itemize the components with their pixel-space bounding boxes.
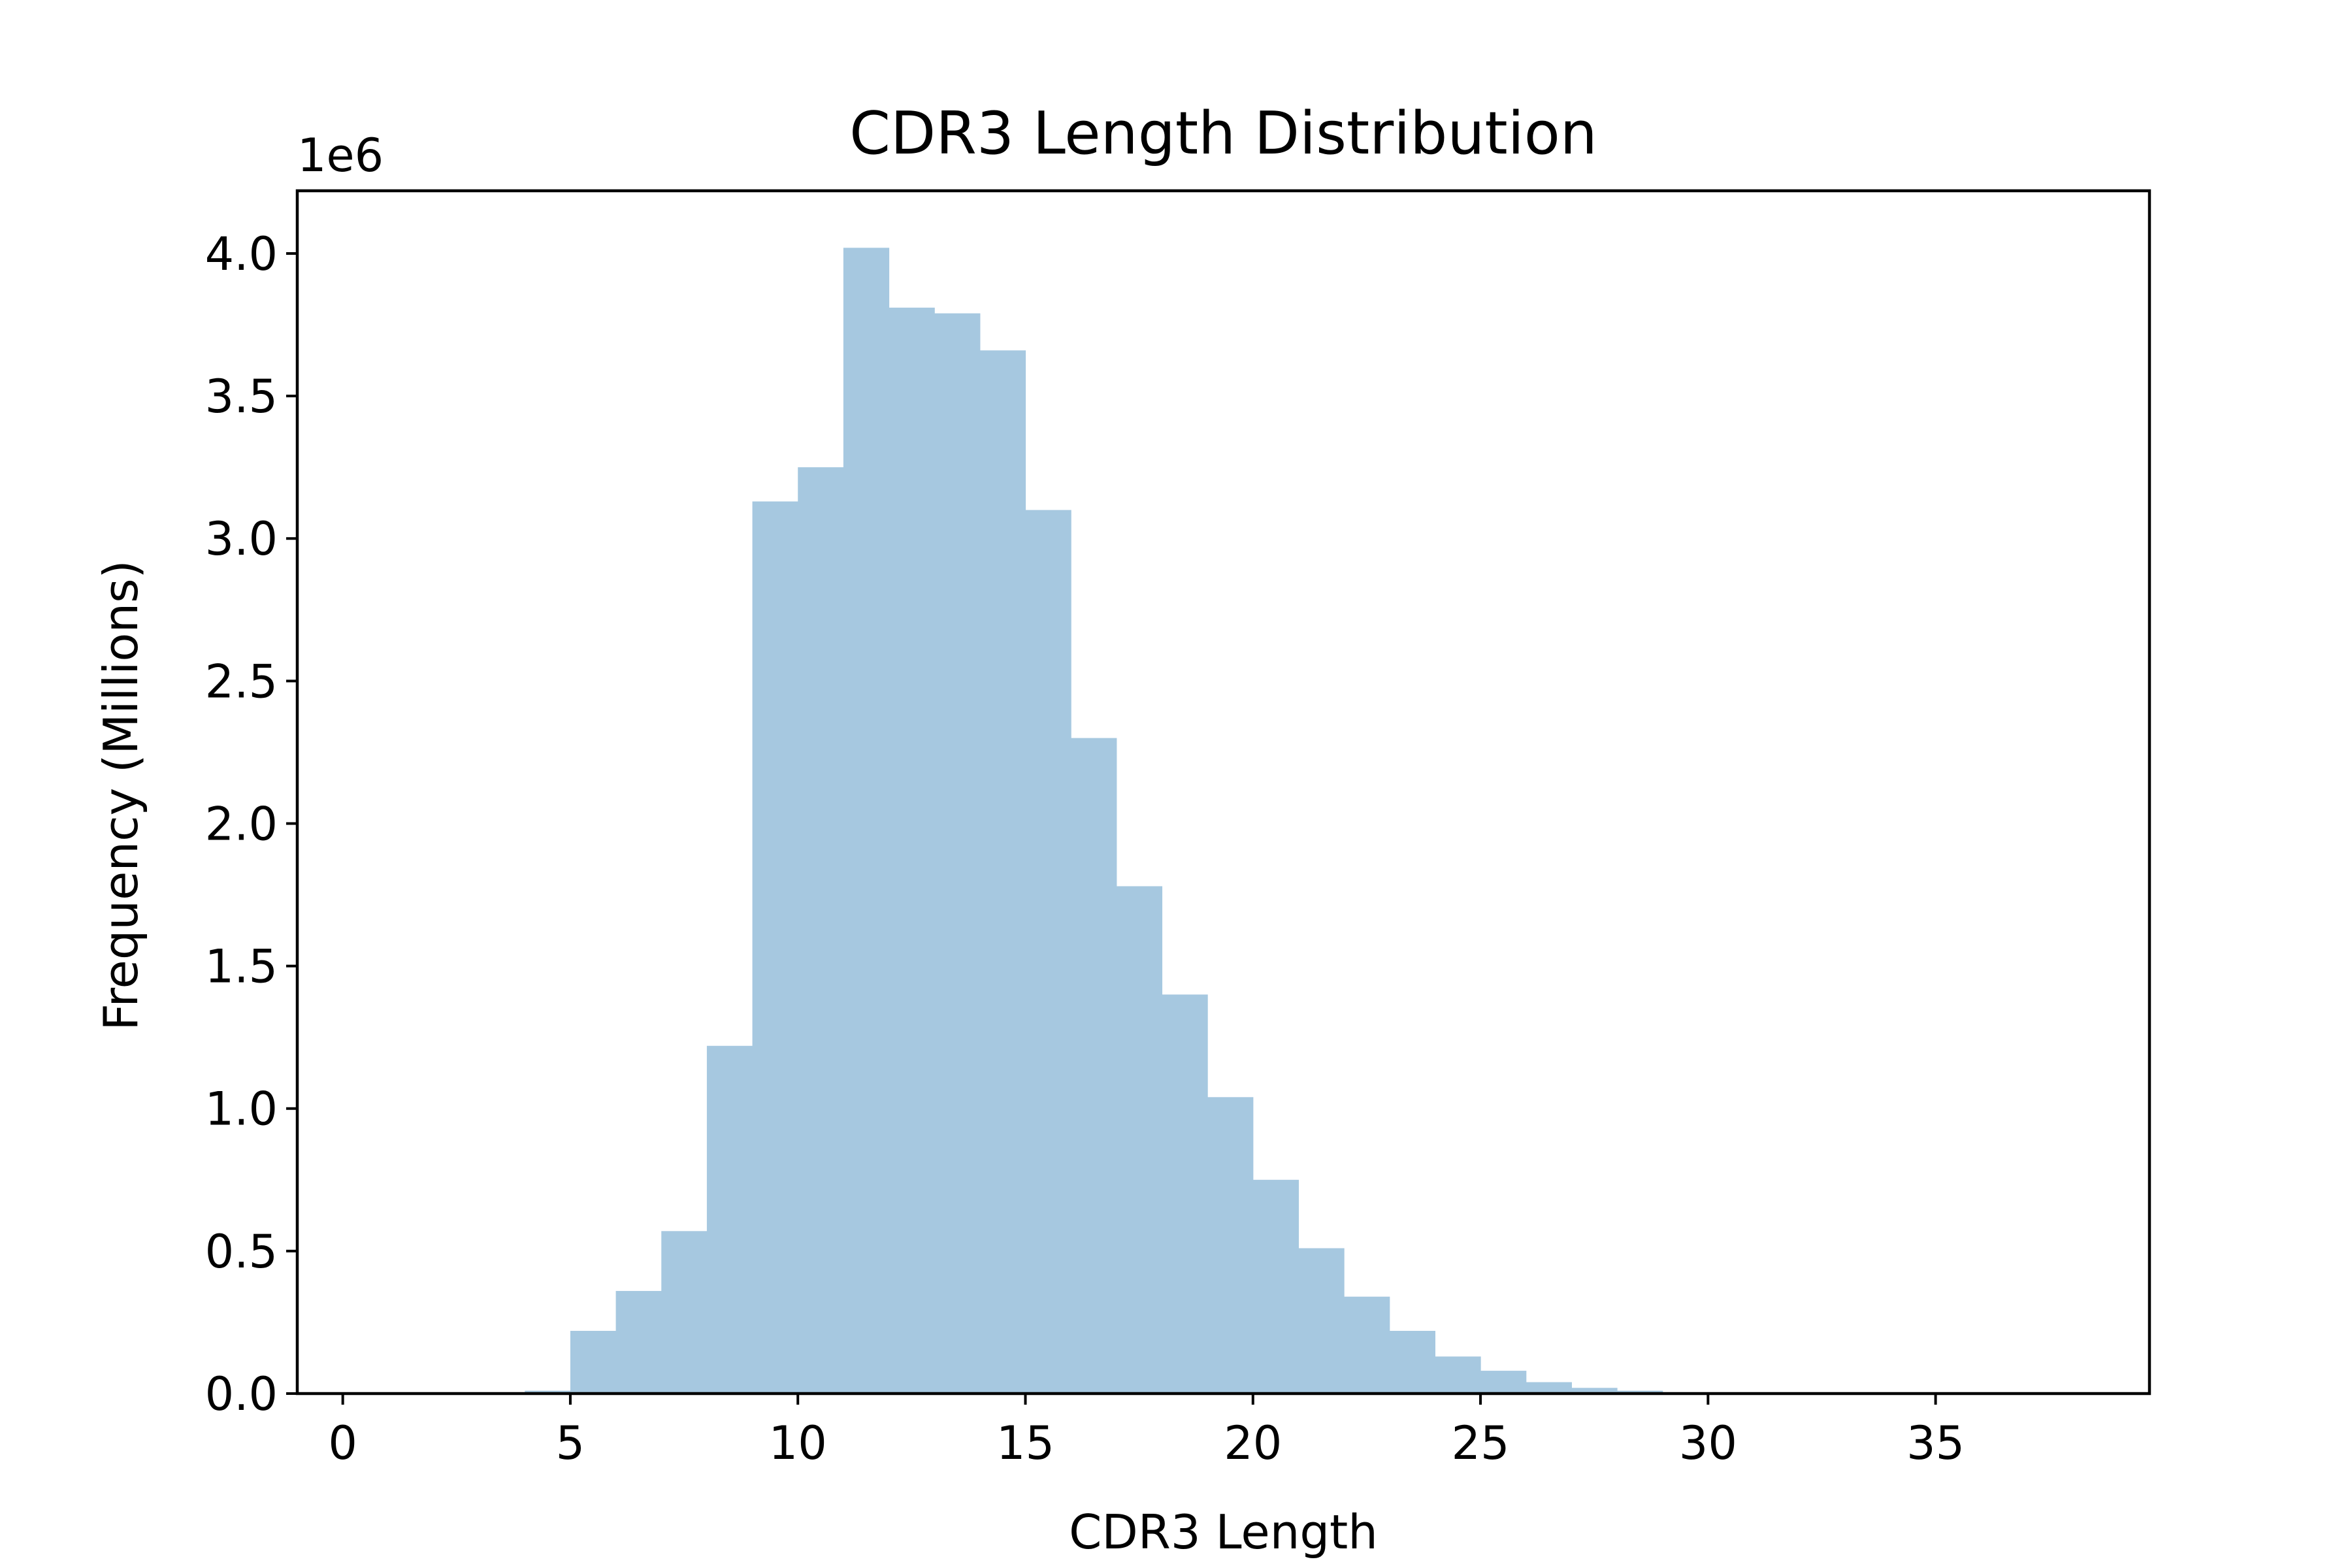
x-tick-label: 25 — [1452, 1416, 1510, 1470]
y-tick-label: 1.0 — [205, 1083, 278, 1136]
y-tick-label: 0.0 — [205, 1367, 278, 1421]
x-axis-label: CDR3 Length — [1069, 1505, 1378, 1560]
histogram-bar — [1162, 994, 1208, 1394]
x-tick-label: 20 — [1224, 1416, 1282, 1470]
histogram-bar — [798, 467, 844, 1394]
histogram-bar — [1571, 1388, 1618, 1394]
x-axis-ticks: 0 5 10 15 20 25 30 35 — [328, 1394, 1965, 1470]
y-axis-offset-label: 1e6 — [297, 129, 384, 182]
x-tick-label: 30 — [1679, 1416, 1737, 1470]
x-tick-label: 15 — [996, 1416, 1054, 1470]
histogram-bar — [1252, 1179, 1299, 1394]
histogram-bar — [1435, 1356, 1481, 1394]
histogram-bar — [1025, 510, 1071, 1394]
y-tick-label: 2.0 — [205, 797, 278, 851]
x-tick-label: 0 — [328, 1416, 357, 1470]
y-tick-label: 2.5 — [205, 655, 278, 708]
plot-frame — [295, 189, 2151, 1396]
y-tick-label: 0.5 — [205, 1225, 278, 1279]
histogram-bar — [1480, 1371, 1527, 1394]
x-tick-label: 10 — [769, 1416, 827, 1470]
histogram-bar — [1389, 1331, 1436, 1394]
histogram-bar — [1298, 1248, 1345, 1394]
y-tick-label: 3.5 — [205, 370, 278, 423]
x-tick-label: 5 — [556, 1416, 585, 1470]
x-tick-label: 35 — [1906, 1416, 1965, 1470]
histogram-bar — [889, 307, 935, 1394]
y-tick-label: 4.0 — [205, 227, 278, 281]
histogram-bar — [1526, 1382, 1572, 1394]
histogram-bars — [525, 248, 1708, 1394]
histogram-bar — [843, 248, 890, 1394]
histogram-bar — [1071, 738, 1117, 1394]
histogram-bar — [1344, 1296, 1390, 1394]
histogram-bar — [706, 1045, 753, 1394]
histogram-bar — [1116, 886, 1163, 1394]
y-axis-ticks: 0.0 0.5 1.0 1.5 2.0 2.5 3.0 3.5 4.0 — [205, 227, 297, 1421]
histogram-bar — [979, 350, 1026, 1394]
histogram-bar — [570, 1331, 617, 1394]
histogram-bar — [1207, 1097, 1254, 1394]
y-tick-label: 1.5 — [205, 940, 278, 994]
histogram-bar — [752, 501, 798, 1394]
chart-title: CDR3 Length Distribution — [849, 99, 1597, 168]
histogram-bar — [934, 313, 981, 1394]
y-axis-label: Frequency (Millions) — [93, 560, 148, 1030]
histogram-bar — [661, 1231, 708, 1394]
y-tick-label: 3.0 — [205, 512, 278, 566]
histogram-bar — [615, 1290, 662, 1394]
